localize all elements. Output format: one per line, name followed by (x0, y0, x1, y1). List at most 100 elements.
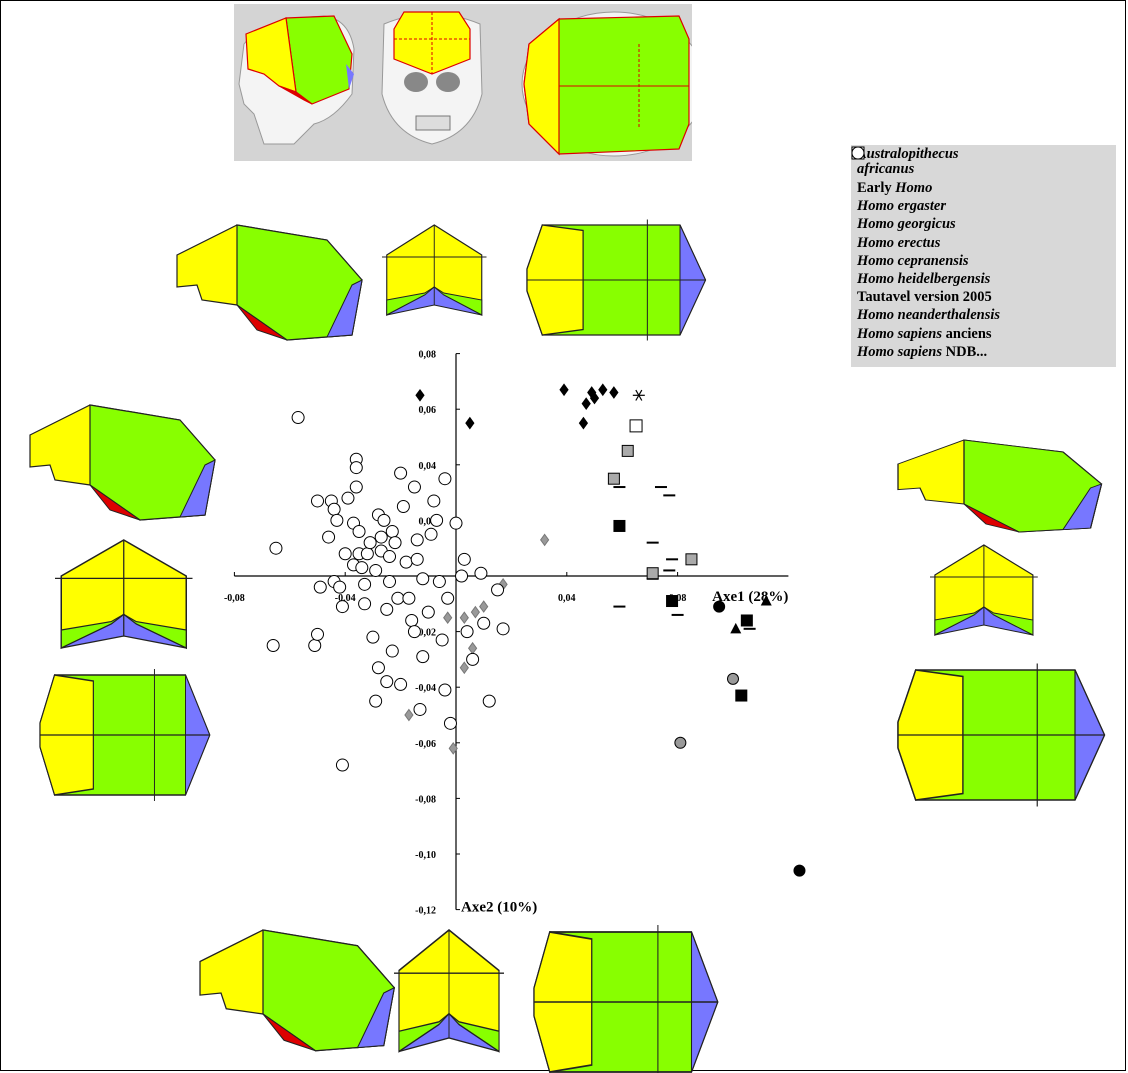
data-point (388, 536, 402, 550)
data-point (415, 388, 425, 402)
y-tick-label: 0,04 (419, 461, 437, 472)
data-point (291, 411, 305, 425)
data-point (311, 627, 324, 641)
data-point (383, 550, 397, 564)
x-tick-label: 0,04 (558, 593, 576, 604)
data-point (349, 461, 363, 475)
data-point (352, 525, 366, 539)
data-point (335, 758, 349, 772)
skull-reference-icon (238, 11, 692, 157)
data-point (266, 639, 280, 652)
data-point (355, 561, 369, 575)
data-point (581, 397, 591, 410)
data-point (371, 661, 385, 675)
legend-item: Homo heidelbergensis (852, 147, 1116, 290)
data-point (427, 494, 441, 508)
data-point (405, 613, 419, 627)
data-point (613, 519, 626, 532)
data-point (435, 633, 449, 647)
data-point (358, 577, 372, 591)
data-point (327, 502, 341, 516)
data-point (416, 572, 430, 586)
data-point (380, 675, 394, 689)
y-tick-label: -0,02 (415, 628, 436, 639)
shape-top-frontal-icon (381, 224, 488, 316)
data-point (385, 525, 399, 539)
data-point (396, 500, 410, 513)
y-tick-label: -0,10 (415, 850, 436, 861)
data-point (455, 569, 469, 583)
x-tick-label: -0,04 (335, 593, 356, 604)
data-point (421, 605, 435, 619)
data-point (374, 530, 388, 544)
data-point (559, 383, 569, 397)
data-point (369, 694, 383, 708)
data-point (465, 416, 475, 430)
y-tick-label: -0,06 (415, 739, 436, 750)
shape-right-lateral-icon (897, 439, 1103, 533)
data-point (308, 639, 322, 652)
data-point (470, 605, 481, 619)
shape-bottom-superior-icon (533, 924, 719, 1073)
data-point (380, 602, 394, 616)
data-point (482, 694, 496, 708)
data-point (410, 552, 424, 566)
data-point (385, 644, 399, 658)
shape-top-lateral-icon (176, 224, 363, 341)
data-point (607, 472, 620, 485)
data-point (330, 513, 344, 527)
y-ticks: 0,08 0,06 0,04 0,02 -0,02 -0,04 -0,06 -0,08 -0,1… (415, 350, 460, 917)
data-point (578, 416, 589, 430)
data-point (713, 600, 726, 613)
data-point (313, 580, 327, 594)
data-point (474, 566, 488, 580)
data-point (730, 622, 742, 634)
data-point (269, 541, 283, 555)
data-point (646, 567, 659, 580)
data-point (443, 716, 457, 730)
data-point (491, 583, 505, 597)
data-point (432, 575, 446, 589)
data-point (335, 600, 349, 614)
y-tick-label: -0,04 (415, 683, 436, 694)
data-point (311, 494, 324, 508)
data-point (430, 513, 444, 527)
shape-top-superior-icon (526, 218, 707, 342)
data-point (793, 864, 806, 877)
data-point (438, 683, 452, 697)
data-point (449, 516, 463, 530)
y-tick-label: -0,12 (415, 906, 436, 917)
data-point (674, 736, 687, 749)
shape-left-lateral-icon (29, 404, 216, 521)
data-point (407, 625, 421, 639)
data-point (727, 672, 739, 685)
data-point (383, 575, 397, 589)
data-point (443, 611, 453, 625)
data-point (629, 419, 643, 433)
superior-skull-icon (521, 11, 692, 157)
data-point (424, 527, 438, 541)
data-point (377, 513, 391, 527)
shape-right-superior-icon (897, 662, 1106, 808)
data-point (459, 661, 469, 675)
legend-item: Tautavel version 2005 (851, 146, 1116, 308)
data-point (438, 472, 452, 486)
data-point (479, 600, 489, 613)
data-point (363, 536, 377, 550)
data-point (460, 625, 474, 639)
data-point (477, 616, 491, 630)
y-tick-label: 0,02 (419, 516, 437, 527)
shape-left-superior-icon (39, 668, 211, 802)
legend-item: Homo georgicus (852, 147, 1116, 235)
legend-item: Homo sapiens anciens (853, 146, 1116, 345)
y-axis-label: Axe2 (10%) (461, 900, 537, 916)
data-point (399, 555, 413, 569)
legend-label: Homo cepranensis (857, 252, 969, 269)
shape-left-frontal-icon (54, 539, 194, 649)
skull-reference-panel (234, 4, 692, 161)
data-point (496, 622, 510, 636)
data-point (632, 389, 645, 401)
scatter-plot: -0,08 -0,04 0,04 0,08 0,08 0,06 0,04 0,02 -0,02… (224, 350, 806, 917)
data-point (609, 386, 619, 399)
